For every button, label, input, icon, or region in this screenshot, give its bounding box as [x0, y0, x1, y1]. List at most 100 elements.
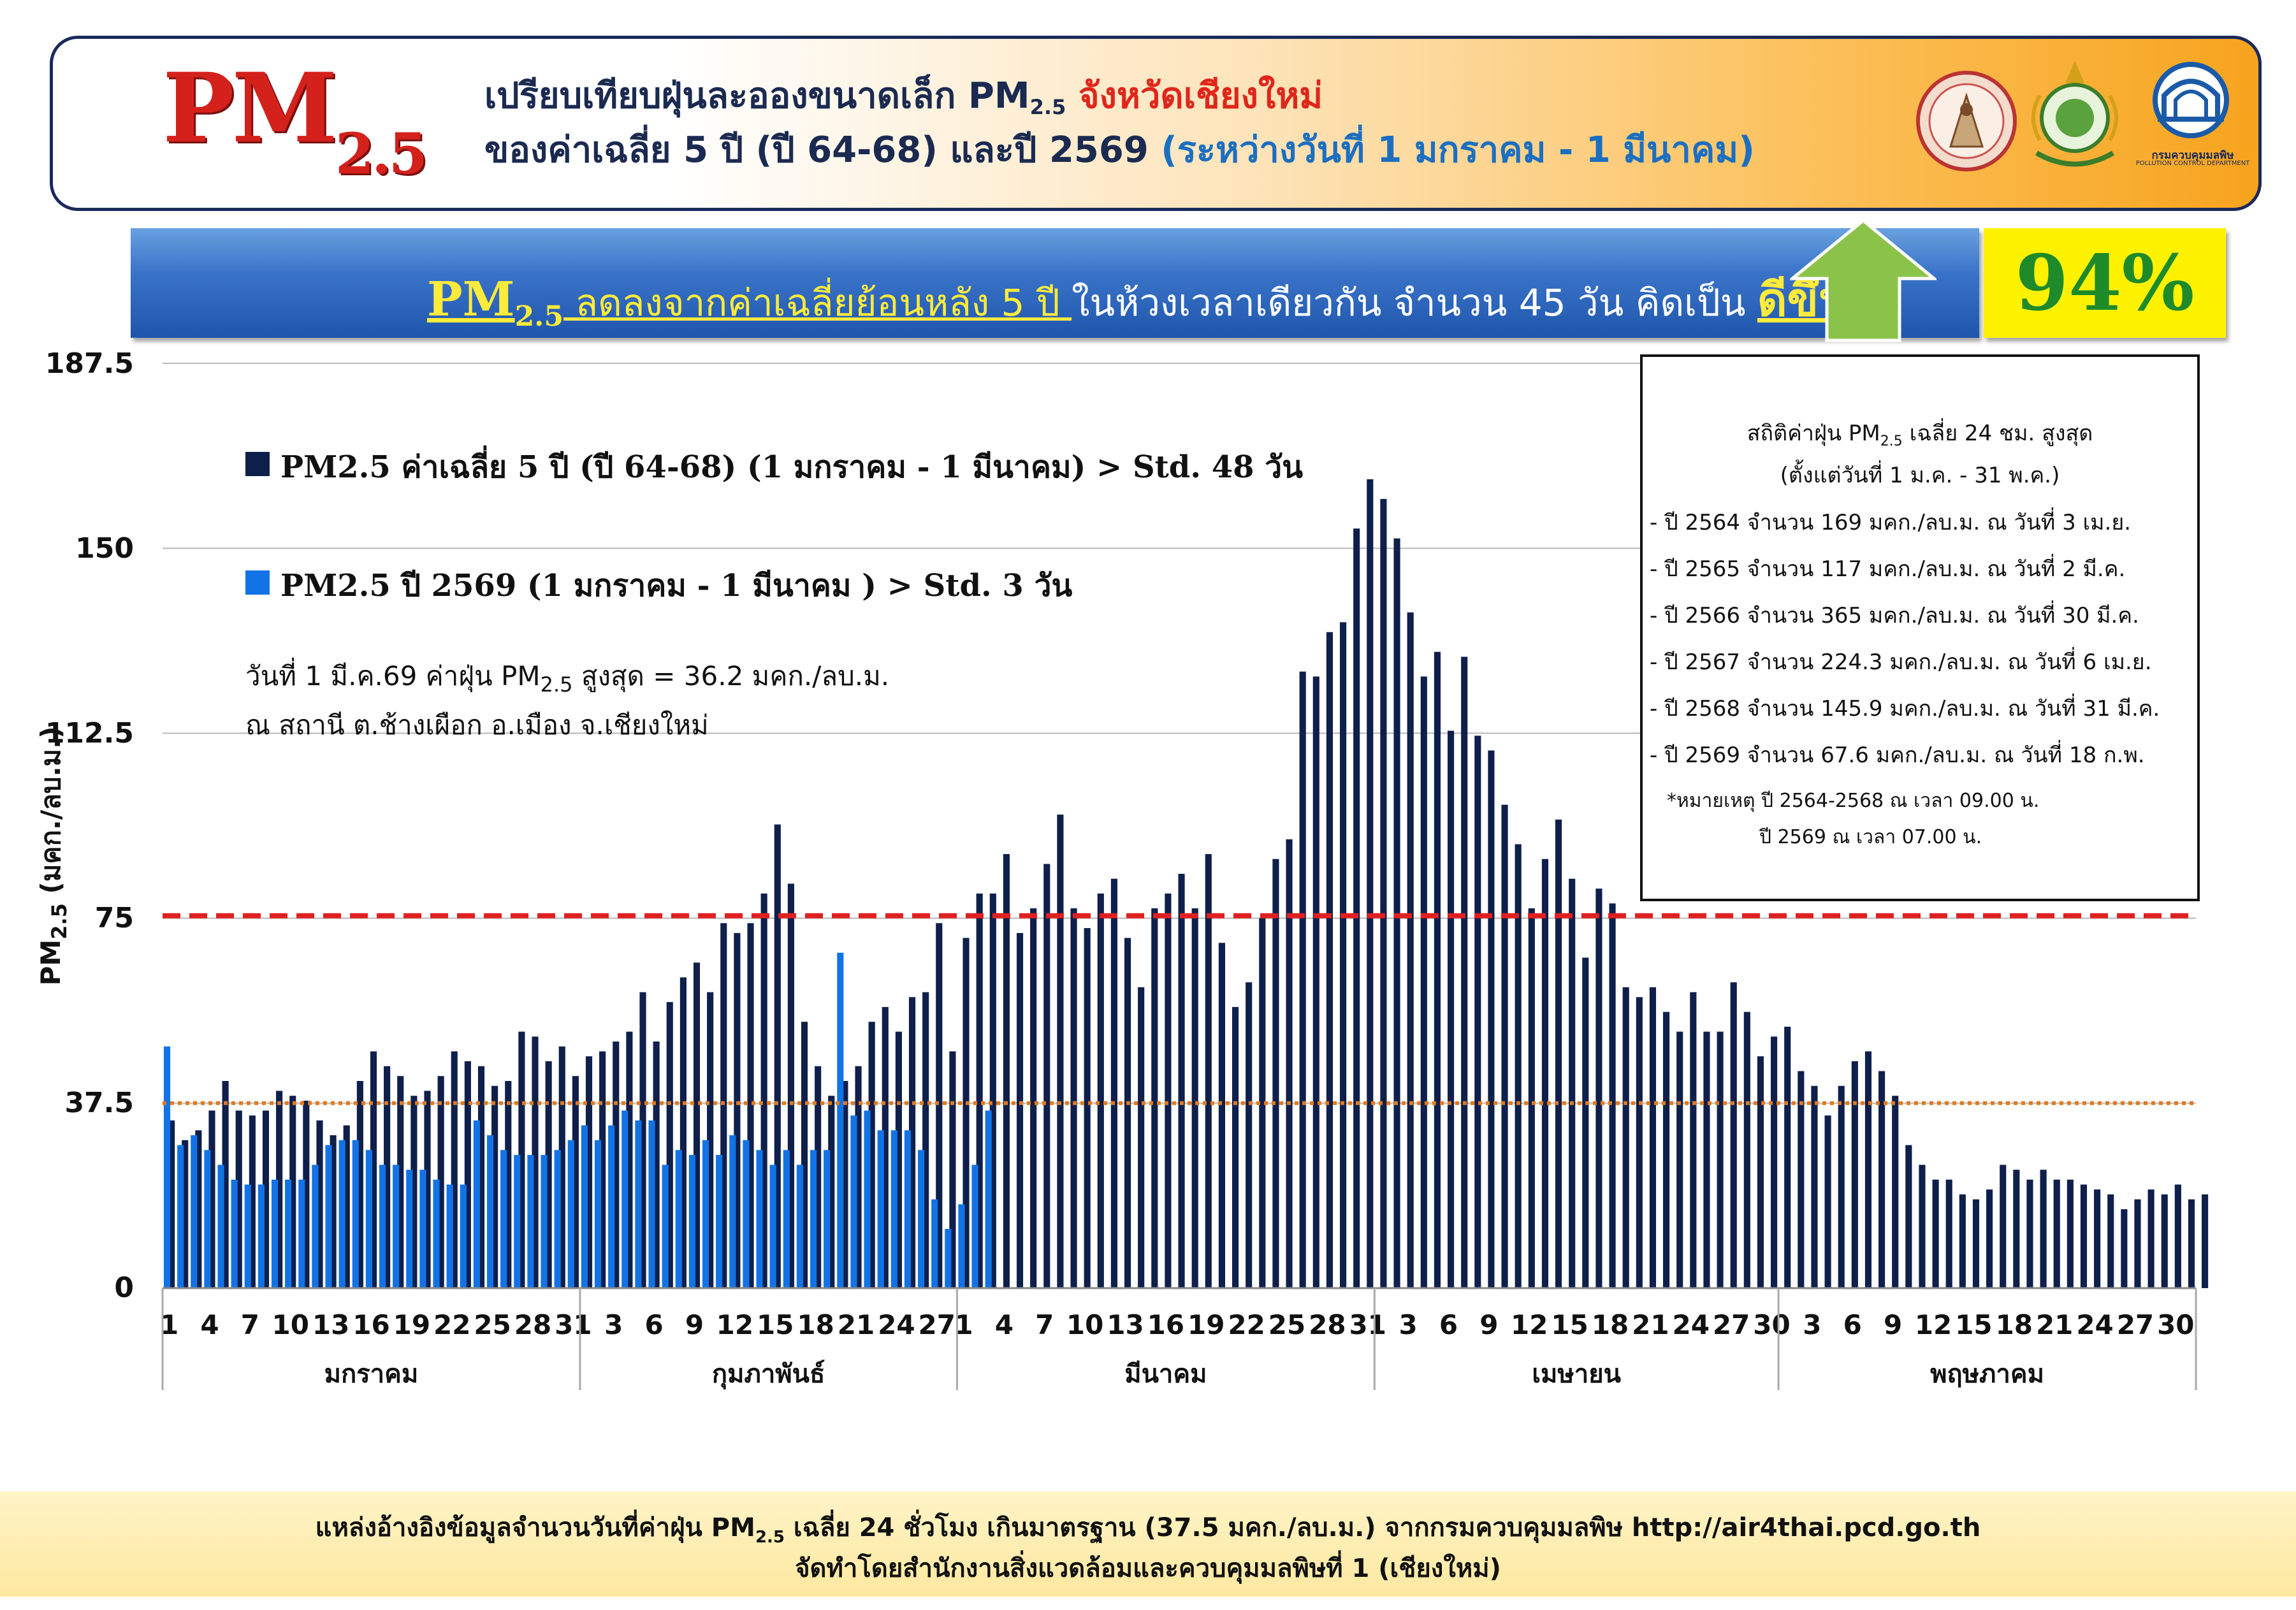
bar-avg-46	[774, 824, 781, 1288]
summary-banner	[131, 228, 1979, 338]
bar-avg-40	[693, 962, 701, 1288]
x-tick-label: 21	[838, 1309, 875, 1340]
x-tick-label: 18	[797, 1309, 834, 1340]
bar-avg-136	[1986, 1189, 1993, 1288]
bar-avg-17	[384, 1066, 391, 1288]
bar-avg-35	[626, 1031, 633, 1288]
bar-2569-44	[743, 1140, 750, 1288]
bar-avg-57	[922, 992, 929, 1288]
bar-avg-134	[1959, 1194, 1966, 1288]
bar-avg-135	[1972, 1199, 1980, 1288]
x-tick-label: 6	[1439, 1309, 1458, 1340]
ministry-emblem-icon	[2031, 61, 2118, 167]
bar-avg-151	[2188, 1199, 2195, 1288]
bar-2569-4	[204, 1150, 211, 1288]
bar-avg-26	[505, 1080, 512, 1288]
bar-avg-30	[558, 1046, 565, 1288]
month-label-2: กุมภาพันธ์	[712, 1360, 825, 1390]
bar-avg-93	[1407, 612, 1414, 1288]
stats-box	[1640, 354, 2200, 901]
bar-avg-117	[1730, 982, 1737, 1288]
x-tick-label: 9	[1479, 1309, 1498, 1340]
bar-2569-54	[877, 1130, 884, 1288]
bar-avg-9	[276, 1091, 283, 1288]
bar-avg-16	[370, 1051, 377, 1288]
bar-2569-6	[231, 1179, 238, 1288]
bar-2569-55	[890, 1130, 897, 1288]
stats-row-2568: - ปี 2568 จำนวน 145.9 มคก./ลบ.ม. ณ วันที…	[1650, 696, 2160, 722]
bar-2569-46	[769, 1164, 776, 1288]
bar-avg-110	[1636, 997, 1643, 1288]
stats-row-2566: - ปี 2566 จำนวน 365 มคก./ลบ.ม. ณ วันที่ …	[1650, 603, 2139, 628]
bar-avg-119	[1757, 1056, 1764, 1288]
x-tick-label: 9	[1884, 1309, 1902, 1340]
header-panel	[50, 36, 2262, 211]
bar-2569-13	[325, 1145, 332, 1288]
stats-row-2565: - ปี 2565 จำนวน 117 มคก./ลบ.ม. ณ วันที่ …	[1650, 556, 2126, 582]
stats-remark-2: ปี 2569 ณ เวลา 07.00 น.	[1759, 826, 1982, 848]
max-note: วันที่ 1 มี.ค.69 ค่าฝุ่น PM2.5 สูงสุด = …	[245, 660, 890, 697]
improvement-percent: 94%	[2015, 238, 2195, 328]
bar-avg-138	[2013, 1170, 2020, 1288]
month-label-1: มกราคม	[324, 1360, 419, 1389]
bar-avg-114	[1690, 992, 1697, 1288]
bar-avg-89	[1353, 528, 1360, 1288]
bar-avg-61	[976, 893, 983, 1288]
bar-avg-102	[1528, 908, 1535, 1288]
bar-avg-52	[855, 1066, 862, 1288]
legend-swatch-avg	[245, 452, 270, 476]
x-tick-label: 6	[1843, 1309, 1862, 1340]
bar-avg-36	[639, 992, 646, 1288]
bar-avg-19	[411, 1096, 418, 1288]
bar-avg-4	[208, 1110, 215, 1288]
x-tick-label: 3	[604, 1309, 623, 1340]
x-tick-label: 24	[2076, 1309, 2113, 1340]
bar-avg-147	[2134, 1199, 2141, 1288]
bar-2569-32	[581, 1125, 588, 1288]
bar-2569-36	[635, 1120, 642, 1288]
bar-avg-127	[1864, 1051, 1872, 1288]
bar-2569-1	[163, 1046, 171, 1288]
bar-avg-150	[2174, 1184, 2181, 1288]
bar-2569-12	[312, 1164, 319, 1288]
bar-avg-5	[222, 1080, 229, 1288]
bar-avg-73	[1138, 987, 1145, 1288]
bar-avg-66	[1043, 864, 1050, 1288]
x-tick-label: 15	[1955, 1309, 1992, 1340]
pcd-logo-icon	[2153, 62, 2229, 138]
bar-avg-120	[1771, 1036, 1778, 1288]
bar-avg-18	[397, 1076, 404, 1288]
reference-lines	[163, 913, 2196, 1105]
bar-avg-71	[1110, 878, 1117, 1288]
footer-credit: จัดทำโดยสำนักงานสิ่งแวดล้อมและควบคุมมลพิ…	[795, 1554, 1501, 1583]
bar-2569-48	[796, 1164, 803, 1288]
x-tick-label: 22	[1228, 1309, 1265, 1340]
bar-avg-105	[1569, 878, 1576, 1288]
bar-avg-13	[330, 1135, 337, 1288]
bar-avg-97	[1461, 656, 1468, 1288]
bar-avg-14	[343, 1125, 350, 1288]
bar-2569-45	[756, 1150, 763, 1288]
bar-avg-101	[1515, 844, 1522, 1288]
bar-avg-10	[289, 1096, 296, 1288]
bar-avg-82	[1259, 918, 1266, 1288]
bar-2569-29	[541, 1155, 548, 1288]
ytick-187-5: 187.5	[45, 347, 134, 380]
bar-avg-34	[613, 1041, 620, 1288]
bar-avg-21	[437, 1076, 444, 1288]
x-tick-label: 18	[1996, 1309, 2033, 1340]
bar-avg-112	[1663, 1012, 1670, 1288]
bar-2569-5	[217, 1164, 224, 1288]
bar-avg-54	[882, 1006, 889, 1288]
stats-remark-1: *หมายเหตุ ปี 2564-2568 ณ เวลา 09.00 น.	[1667, 790, 2040, 812]
bar-avg-11	[303, 1100, 310, 1288]
bar-avg-113	[1676, 1031, 1683, 1288]
month-label-5: พฤษภาคม	[1930, 1360, 2044, 1389]
bar-2569-42	[716, 1155, 723, 1288]
x-tick-label: 12	[1511, 1309, 1548, 1340]
bar-avg-118	[1743, 1012, 1750, 1288]
bar-avg-15	[356, 1080, 363, 1288]
bar-avg-100	[1501, 804, 1508, 1288]
bar-avg-69	[1084, 928, 1091, 1288]
x-tick-label: 13	[312, 1309, 349, 1340]
